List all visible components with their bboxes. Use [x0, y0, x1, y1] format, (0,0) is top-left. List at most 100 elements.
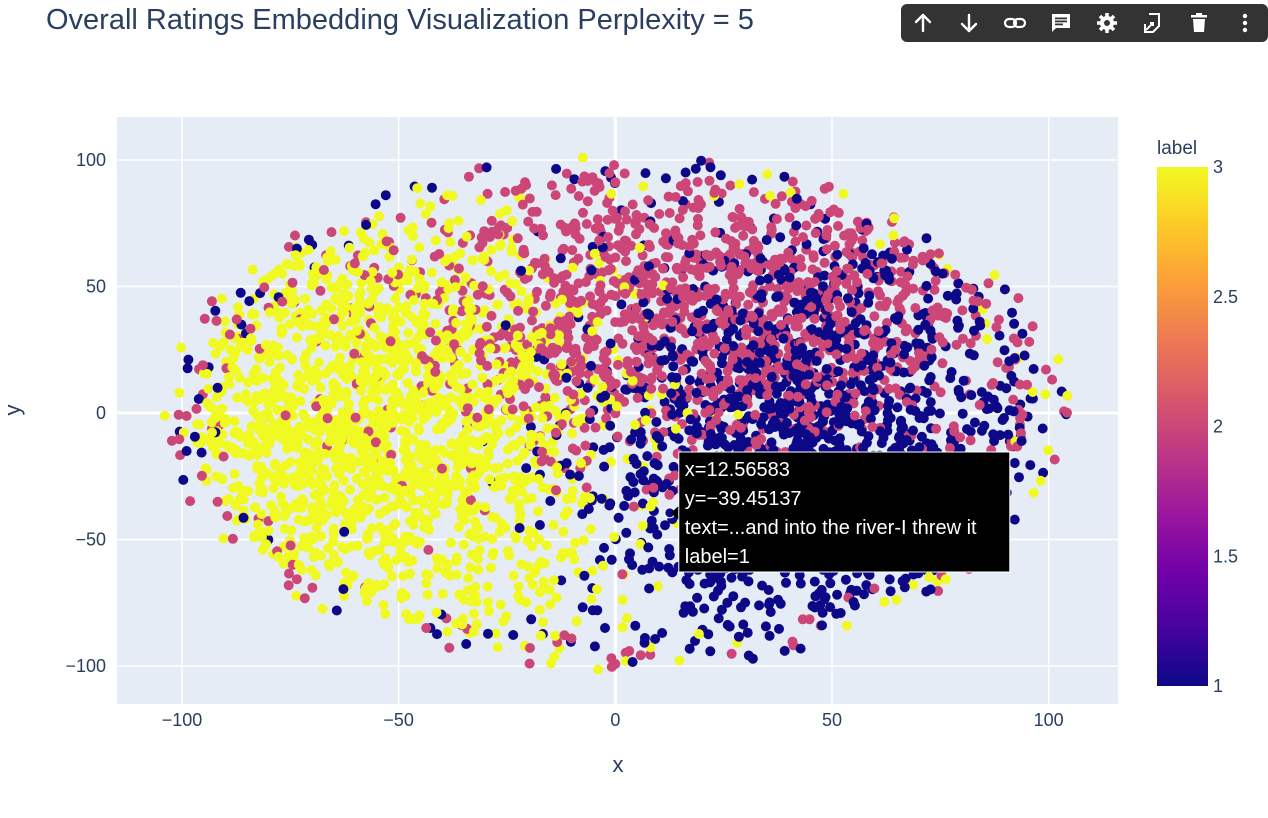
data-point[interactable] [825, 207, 836, 218]
data-point[interactable] [492, 299, 502, 310]
data-point[interactable] [579, 570, 590, 581]
data-point[interactable] [309, 490, 320, 501]
data-point[interactable] [409, 337, 420, 348]
data-point[interactable] [578, 535, 589, 546]
data-point[interactable] [643, 542, 654, 553]
data-point[interactable] [705, 250, 716, 261]
data-point[interactable] [390, 293, 401, 304]
data-point[interactable] [850, 388, 861, 399]
data-point[interactable] [1019, 350, 1030, 361]
data-point[interactable] [470, 582, 481, 592]
data-point[interactable] [502, 458, 513, 469]
data-point[interactable] [784, 272, 795, 283]
data-point[interactable] [579, 422, 590, 433]
data-point[interactable] [633, 331, 644, 342]
data-point[interactable] [772, 283, 783, 294]
data-point[interactable] [576, 458, 586, 469]
data-point[interactable] [914, 442, 925, 453]
data-point[interactable] [706, 373, 717, 384]
data-point[interactable] [716, 358, 727, 369]
data-point[interactable] [324, 436, 335, 447]
data-point[interactable] [215, 473, 226, 484]
data-point[interactable] [539, 253, 550, 264]
data-point[interactable] [773, 291, 784, 302]
data-point[interactable] [561, 343, 572, 354]
data-point[interactable] [678, 607, 689, 618]
data-point[interactable] [291, 332, 302, 343]
data-point[interactable] [693, 194, 704, 205]
data-point[interactable] [621, 485, 632, 496]
data-point[interactable] [1006, 370, 1017, 381]
data-point[interactable] [775, 232, 786, 243]
data-point[interactable] [522, 493, 533, 504]
data-point[interactable] [605, 420, 616, 431]
data-point[interactable] [476, 232, 487, 243]
data-point[interactable] [747, 174, 758, 185]
data-point[interactable] [568, 285, 579, 296]
data-point[interactable] [638, 297, 649, 308]
data-point[interactable] [538, 617, 548, 628]
data-point[interactable] [808, 337, 819, 348]
data-point[interactable] [647, 335, 658, 346]
data-point[interactable] [415, 474, 426, 485]
data-point[interactable] [238, 512, 249, 523]
data-point[interactable] [518, 401, 529, 412]
data-point[interactable] [326, 227, 337, 238]
data-point[interactable] [908, 255, 919, 266]
data-point[interactable] [692, 177, 703, 187]
data-point[interactable] [491, 359, 502, 370]
data-point[interactable] [635, 650, 646, 661]
data-point[interactable] [307, 479, 318, 490]
data-point[interactable] [230, 444, 241, 455]
data-point[interactable] [183, 354, 194, 365]
data-point[interactable] [773, 403, 784, 414]
data-point[interactable] [482, 188, 493, 199]
data-point[interactable] [303, 434, 314, 445]
data-point[interactable] [523, 297, 534, 308]
data-point[interactable] [821, 294, 831, 305]
data-point[interactable] [524, 378, 534, 389]
data-point[interactable] [627, 375, 638, 386]
data-point[interactable] [571, 376, 582, 387]
data-point[interactable] [229, 469, 240, 480]
data-point[interactable] [488, 432, 499, 443]
data-point[interactable] [769, 415, 780, 426]
data-point[interactable] [366, 283, 377, 294]
data-point[interactable] [185, 496, 196, 507]
data-point[interactable] [791, 359, 802, 370]
data-point[interactable] [476, 355, 486, 366]
data-point[interactable] [239, 393, 250, 404]
data-point[interactable] [686, 264, 697, 275]
data-point[interactable] [537, 482, 548, 493]
data-point[interactable] [658, 263, 668, 274]
data-point[interactable] [264, 307, 275, 318]
data-point[interactable] [869, 583, 880, 594]
data-point[interactable] [785, 187, 796, 198]
data-point[interactable] [890, 313, 900, 324]
data-point[interactable] [339, 390, 349, 401]
data-point[interactable] [527, 315, 537, 326]
data-point[interactable] [368, 413, 379, 424]
data-point[interactable] [368, 354, 379, 365]
data-point[interactable] [640, 168, 651, 179]
data-point[interactable] [287, 354, 298, 365]
data-point[interactable] [356, 278, 367, 288]
data-point[interactable] [858, 243, 869, 254]
data-point[interactable] [377, 456, 388, 467]
data-point[interactable] [753, 382, 764, 393]
data-point[interactable] [644, 242, 655, 253]
data-point[interactable] [681, 575, 692, 586]
data-point[interactable] [284, 568, 294, 579]
data-point[interactable] [339, 414, 350, 425]
data-point[interactable] [892, 402, 903, 413]
data-point[interactable] [321, 273, 332, 284]
data-point[interactable] [860, 406, 871, 417]
data-point[interactable] [364, 550, 375, 561]
data-point[interactable] [277, 268, 288, 279]
data-point[interactable] [337, 542, 347, 552]
data-point[interactable] [461, 416, 472, 427]
data-point[interactable] [425, 201, 436, 212]
data-point[interactable] [595, 298, 606, 308]
data-point[interactable] [1013, 293, 1024, 304]
data-point[interactable] [716, 260, 726, 271]
